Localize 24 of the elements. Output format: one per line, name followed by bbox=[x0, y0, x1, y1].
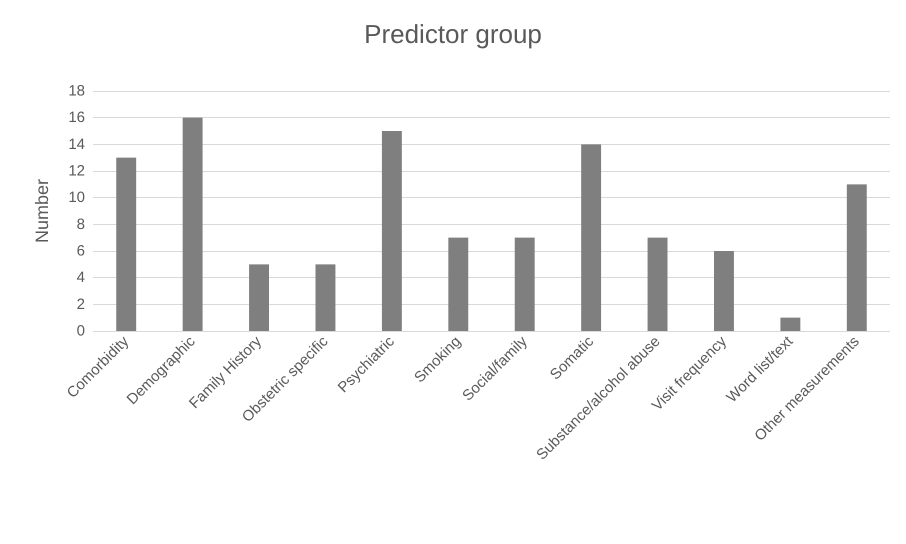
bar bbox=[249, 264, 270, 331]
y-axis-title: Number bbox=[32, 178, 52, 244]
chart-title: Predictor group bbox=[364, 19, 542, 49]
y-tick-label: 6 bbox=[76, 242, 85, 260]
y-tick-label: 16 bbox=[68, 109, 85, 126]
bar bbox=[648, 238, 668, 331]
y-tick-label: 10 bbox=[68, 189, 85, 206]
bar bbox=[182, 118, 203, 331]
y-tick-label: 18 bbox=[68, 82, 85, 100]
bar bbox=[315, 264, 336, 331]
y-tick-label: 14 bbox=[68, 136, 85, 153]
y-tick-label: 12 bbox=[68, 162, 85, 180]
bar bbox=[116, 158, 136, 331]
bar bbox=[714, 251, 734, 331]
bar bbox=[846, 184, 867, 331]
bar bbox=[448, 238, 468, 331]
bar bbox=[780, 318, 800, 331]
bar bbox=[382, 131, 402, 331]
y-tick-label: 4 bbox=[76, 269, 85, 286]
y-tick-label: 8 bbox=[76, 216, 85, 233]
y-tick-label: 2 bbox=[76, 296, 85, 313]
bar bbox=[581, 144, 602, 331]
y-tick-label: 0 bbox=[76, 322, 85, 340]
bar bbox=[514, 238, 535, 331]
